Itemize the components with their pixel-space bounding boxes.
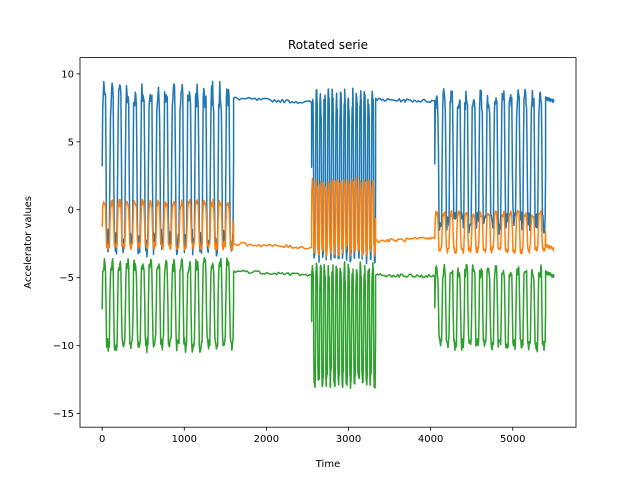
series-line-3	[101, 257, 555, 389]
plot-frame	[79, 57, 577, 428]
y-tick-label: −15	[53, 409, 74, 420]
y-axis-title: Accelerator values	[23, 196, 34, 289]
y-axis: −15 −10 −5 0 5 10	[53, 69, 80, 420]
y-tick-label: 5	[68, 137, 74, 148]
x-tick-label: 2000	[254, 434, 279, 445]
y-tick-label: −10	[53, 341, 74, 352]
series-layer	[101, 80, 555, 389]
x-tick-label: 5000	[500, 434, 525, 445]
x-tick-label: 3000	[336, 434, 361, 445]
y-tick-label: −5	[59, 273, 74, 284]
y-tick-label: 10	[61, 69, 74, 80]
series-line-1	[101, 80, 555, 265]
x-axis-title: Time	[315, 459, 340, 470]
x-tick-label: 1000	[172, 434, 197, 445]
chart-title: Rotated serie	[288, 38, 368, 52]
x-tick-label: 4000	[418, 434, 443, 445]
x-axis: 0 1000 2000 3000 4000 5000	[99, 427, 525, 445]
y-tick-label: 0	[68, 205, 74, 216]
series-line-2	[101, 175, 555, 258]
x-tick-label: 0	[99, 434, 105, 445]
